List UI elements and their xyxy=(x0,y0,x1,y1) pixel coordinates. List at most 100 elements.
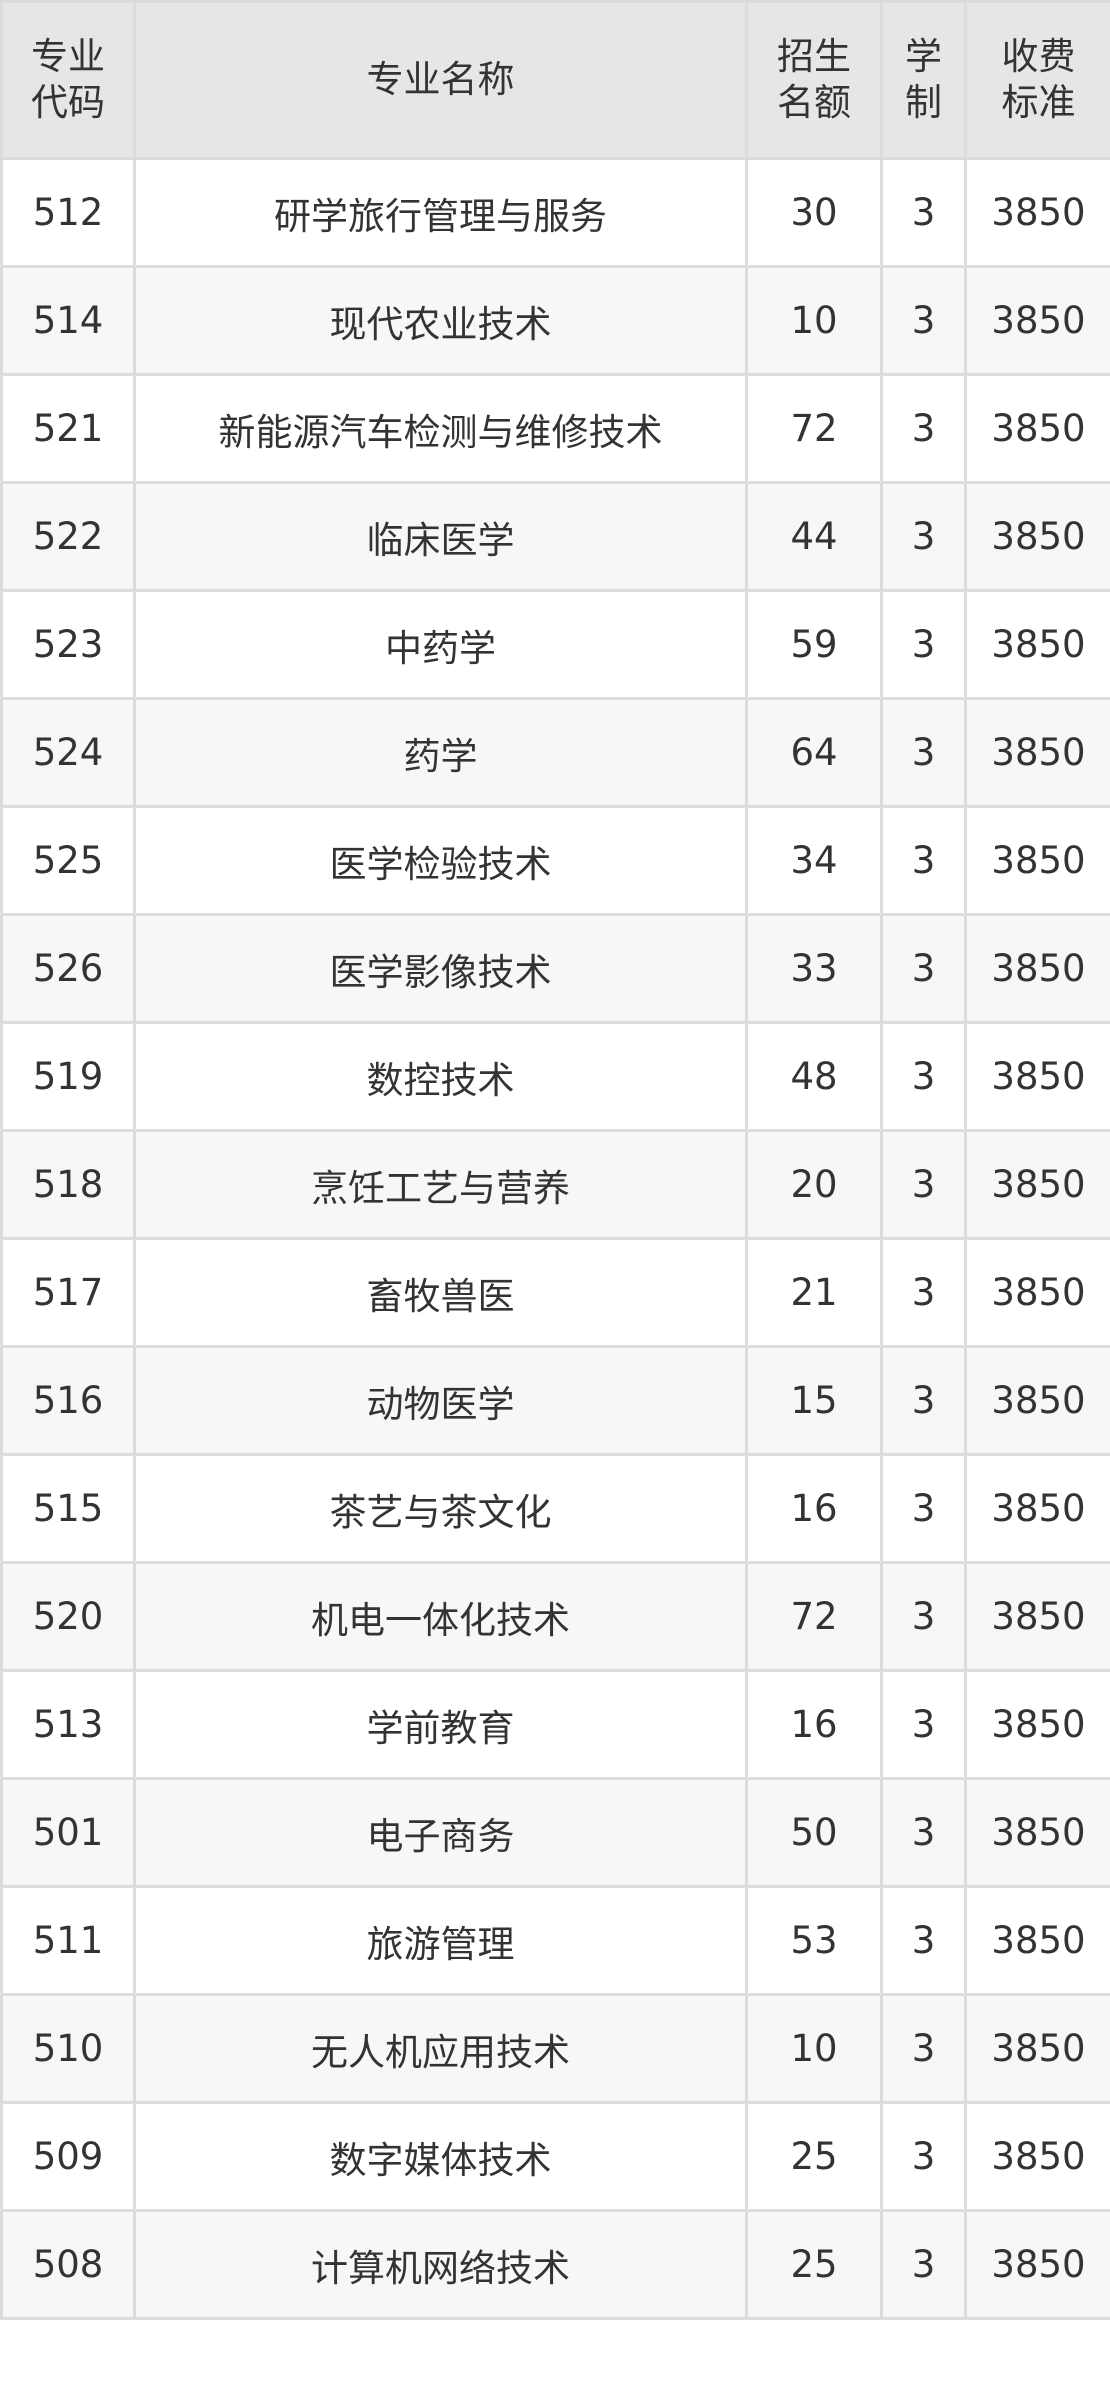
cell-duration: 3 xyxy=(880,373,967,484)
table-row: 514 现代农业技术 10 3 3850 xyxy=(0,265,1110,376)
cell-duration: 3 xyxy=(880,805,967,916)
cell-code: 513 xyxy=(0,1669,136,1780)
cell-duration: 3 xyxy=(880,2209,967,2320)
cell-code: 521 xyxy=(0,373,136,484)
cell-name: 医学影像技术 xyxy=(133,913,748,1024)
cell-duration: 3 xyxy=(880,1021,967,1132)
cell-code: 519 xyxy=(0,1021,136,1132)
header-quota: 招生 名额 xyxy=(745,0,883,160)
table-row: 520 机电一体化技术 72 3 3850 xyxy=(0,1561,1110,1672)
table-row: 523 中药学 59 3 3850 xyxy=(0,589,1110,700)
cell-quota: 50 xyxy=(745,1777,883,1888)
cell-name: 数控技术 xyxy=(133,1021,748,1132)
cell-name: 医学检验技术 xyxy=(133,805,748,916)
cell-fee: 3850 xyxy=(964,157,1110,268)
cell-fee: 3850 xyxy=(964,2209,1110,2320)
cell-duration: 3 xyxy=(880,589,967,700)
cell-code: 518 xyxy=(0,1129,136,1240)
cell-name: 中药学 xyxy=(133,589,748,700)
header-fee: 收费 标准 xyxy=(964,0,1110,160)
cell-fee: 3850 xyxy=(964,481,1110,592)
cell-quota: 53 xyxy=(745,1885,883,1996)
cell-quota: 48 xyxy=(745,1021,883,1132)
header-line: 专业 xyxy=(31,35,105,78)
cell-name: 研学旅行管理与服务 xyxy=(133,157,748,268)
cell-code: 508 xyxy=(0,2209,136,2320)
table-row: 512 研学旅行管理与服务 30 3 3850 xyxy=(0,157,1110,268)
cell-name: 机电一体化技术 xyxy=(133,1561,748,1672)
cell-code: 523 xyxy=(0,589,136,700)
cell-fee: 3850 xyxy=(964,1453,1110,1564)
cell-quota: 25 xyxy=(745,2101,883,2212)
cell-fee: 3850 xyxy=(964,1561,1110,1672)
cell-quota: 20 xyxy=(745,1129,883,1240)
header-line: 制 xyxy=(905,81,942,124)
cell-quota: 10 xyxy=(745,265,883,376)
table-row: 522 临床医学 44 3 3850 xyxy=(0,481,1110,592)
cell-duration: 3 xyxy=(880,265,967,376)
cell-name: 现代农业技术 xyxy=(133,265,748,376)
cell-fee: 3850 xyxy=(964,1237,1110,1348)
cell-code: 515 xyxy=(0,1453,136,1564)
table-row: 511 旅游管理 53 3 3850 xyxy=(0,1885,1110,1996)
cell-fee: 3850 xyxy=(964,2101,1110,2212)
cell-fee: 3850 xyxy=(964,1777,1110,1888)
header-duration: 学制 xyxy=(880,0,967,160)
cell-quota: 34 xyxy=(745,805,883,916)
cell-code: 517 xyxy=(0,1237,136,1348)
cell-quota: 30 xyxy=(745,157,883,268)
cell-duration: 3 xyxy=(880,1885,967,1996)
cell-duration: 3 xyxy=(880,1129,967,1240)
cell-duration: 3 xyxy=(880,1345,967,1456)
cell-code: 512 xyxy=(0,157,136,268)
table-header: 专业 代码 专业名称 招生 名额学制收费 标准 xyxy=(0,0,1110,160)
cell-duration: 3 xyxy=(880,2101,967,2212)
cell-quota: 15 xyxy=(745,1345,883,1456)
cell-name: 电子商务 xyxy=(133,1777,748,1888)
cell-name: 无人机应用技术 xyxy=(133,1993,748,2104)
cell-name: 旅游管理 xyxy=(133,1885,748,1996)
cell-code: 526 xyxy=(0,913,136,1024)
cell-quota: 33 xyxy=(745,913,883,1024)
cell-quota: 72 xyxy=(745,1561,883,1672)
header-name: 专业名称 xyxy=(133,0,748,160)
cell-fee: 3850 xyxy=(964,1021,1110,1132)
table-row: 501 电子商务 50 3 3850 xyxy=(0,1777,1110,1888)
cell-fee: 3850 xyxy=(964,265,1110,376)
header-line: 招生 xyxy=(777,35,851,78)
table-row: 508 计算机网络技术 25 3 3850 xyxy=(0,2209,1110,2320)
cell-name: 数字媒体技术 xyxy=(133,2101,748,2212)
cell-quota: 72 xyxy=(745,373,883,484)
table-row: 524 药学 64 3 3850 xyxy=(0,697,1110,808)
header-line: 学 xyxy=(905,35,942,78)
cell-code: 525 xyxy=(0,805,136,916)
cell-fee: 3850 xyxy=(964,1345,1110,1456)
header-line: 专业名称 xyxy=(366,58,515,101)
cell-fee: 3850 xyxy=(964,805,1110,916)
table-row: 525 医学检验技术 34 3 3850 xyxy=(0,805,1110,916)
table-row: 515 茶艺与茶文化 16 3 3850 xyxy=(0,1453,1110,1564)
cell-duration: 3 xyxy=(880,1993,967,2104)
cell-duration: 3 xyxy=(880,1561,967,1672)
header-line: 名额 xyxy=(777,81,851,124)
cell-duration: 3 xyxy=(880,1237,967,1348)
cell-fee: 3850 xyxy=(964,1129,1110,1240)
cell-duration: 3 xyxy=(880,1669,967,1780)
cell-quota: 16 xyxy=(745,1453,883,1564)
cell-duration: 3 xyxy=(880,157,967,268)
cell-code: 501 xyxy=(0,1777,136,1888)
enrollment-table: 专业 代码 专业名称 招生 名额学制收费 标准 512 研学旅行管理与服务 30 3 3850 51… xyxy=(0,0,1110,2320)
table-row: 513 学前教育 16 3 3850 xyxy=(0,1669,1110,1780)
table-row: 526 医学影像技术 33 3 3850 xyxy=(0,913,1110,1024)
table-row: 517 畜牧兽医 21 3 3850 xyxy=(0,1237,1110,1348)
cell-code: 511 xyxy=(0,1885,136,1996)
cell-name: 计算机网络技术 xyxy=(133,2209,748,2320)
table-row: 516 动物医学 15 3 3850 xyxy=(0,1345,1110,1456)
cell-code: 514 xyxy=(0,265,136,376)
cell-code: 510 xyxy=(0,1993,136,2104)
cell-quota: 21 xyxy=(745,1237,883,1348)
cell-name: 药学 xyxy=(133,697,748,808)
cell-name: 临床医学 xyxy=(133,481,748,592)
table-row: 521 新能源汽车检测与维修技术 72 3 3850 xyxy=(0,373,1110,484)
cell-name: 烹饪工艺与营养 xyxy=(133,1129,748,1240)
